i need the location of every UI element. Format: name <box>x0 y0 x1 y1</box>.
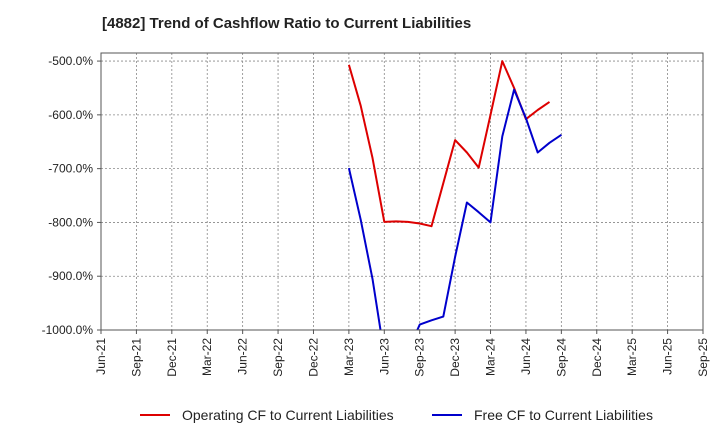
x-tick-label: Sep-25 <box>696 338 710 377</box>
x-tick-label: Mar-22 <box>200 338 214 376</box>
legend: Operating CF to Current Liabilities Free… <box>0 403 720 427</box>
y-tick-label: -500.0% <box>48 54 93 68</box>
y-tick-label: -700.0% <box>48 162 93 176</box>
legend-swatch-free <box>432 414 462 416</box>
x-tick-label: Dec-22 <box>306 338 320 377</box>
y-tick-label: -1000.0% <box>42 323 94 337</box>
y-tick-label: -800.0% <box>48 215 93 229</box>
axis-layer: -500.0% -600.0% -700.0% -800.0% -900.0% -1000… <box>42 52 710 377</box>
x-tick-label: Sep-22 <box>271 338 285 377</box>
legend-label-operating: Operating CF to Current Liabilities <box>182 407 394 423</box>
x-tick-label: Dec-24 <box>590 338 604 377</box>
y-tick-label: -900.0% <box>48 269 93 283</box>
x-tick-label: Jun-22 <box>236 338 250 375</box>
x-tick-label: Jun-24 <box>519 338 533 375</box>
x-tick-label: Mar-25 <box>625 338 639 376</box>
x-tick-label: Mar-23 <box>342 338 356 376</box>
series-line-operating <box>347 60 551 228</box>
x-tick-label: Jun-23 <box>377 338 391 375</box>
x-tick-label: Jun-25 <box>661 338 675 375</box>
x-tick-label: Sep-21 <box>129 338 143 377</box>
chart-title: [4882] Trend of Cashflow Ratio to Curren… <box>102 15 472 32</box>
series-layer <box>347 60 562 330</box>
y-tick-label: -600.0% <box>48 108 93 122</box>
x-tick-label: Sep-24 <box>554 338 568 377</box>
x-tick-label: Sep-23 <box>413 338 427 377</box>
x-tick-label: Mar-24 <box>484 338 498 376</box>
grid-layer <box>101 53 703 331</box>
plot-border <box>100 52 704 331</box>
legend-item-operating: Operating CF to Current Liabilities <box>140 403 394 427</box>
x-tick-label: Dec-23 <box>448 338 462 377</box>
x-tick-label: Jun-21 <box>94 338 108 375</box>
legend-item-free: Free CF to Current Liabilities <box>432 403 653 427</box>
x-tick-label: Dec-21 <box>165 338 179 377</box>
legend-label-free: Free CF to Current Liabilities <box>474 407 653 423</box>
legend-swatch-operating <box>140 414 170 416</box>
series-line-free <box>347 88 562 330</box>
